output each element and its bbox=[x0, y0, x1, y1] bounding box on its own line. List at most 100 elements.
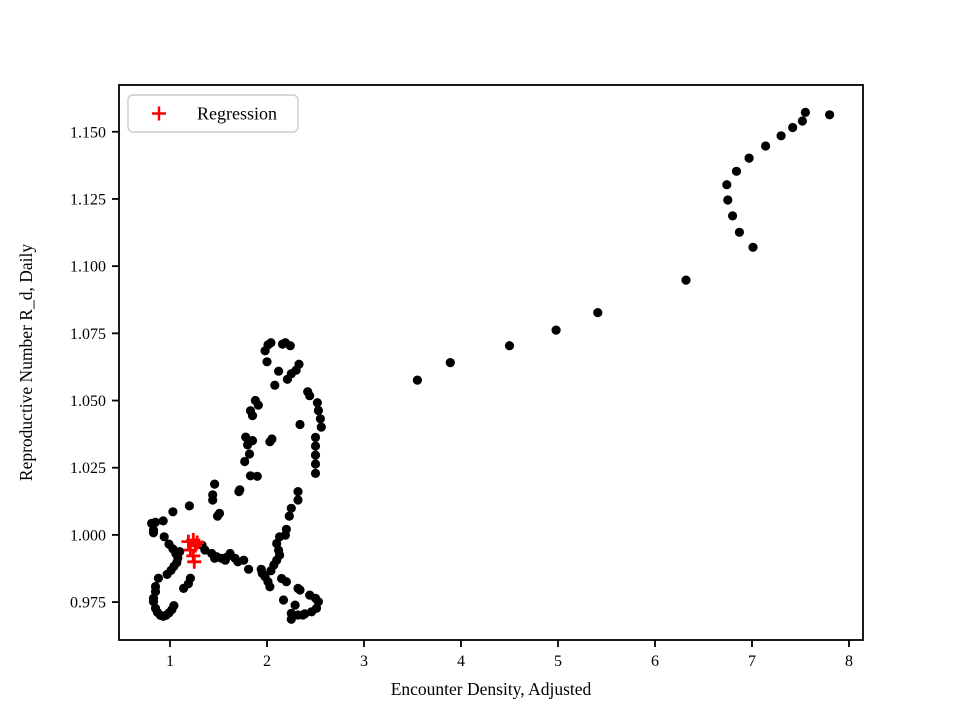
data-point bbox=[551, 325, 561, 335]
data-point bbox=[245, 471, 256, 481]
data-point bbox=[290, 600, 300, 610]
data-point bbox=[239, 555, 249, 565]
data-point bbox=[148, 528, 159, 538]
legend-label: Regression bbox=[197, 104, 277, 124]
y-tick-label: 0.975 bbox=[70, 595, 106, 612]
data-point bbox=[316, 422, 326, 432]
data-point bbox=[253, 400, 263, 410]
data-point bbox=[240, 456, 250, 467]
data-point bbox=[312, 398, 322, 408]
data-point bbox=[265, 437, 275, 447]
data-point bbox=[788, 122, 798, 133]
data-point bbox=[285, 341, 295, 351]
data-point bbox=[305, 391, 315, 401]
data-point bbox=[722, 180, 732, 190]
data-point bbox=[797, 116, 808, 126]
data-point bbox=[313, 405, 323, 416]
x-tick-label: 8 bbox=[845, 653, 853, 670]
data-point bbox=[208, 495, 218, 505]
data-point bbox=[282, 374, 292, 384]
data-point bbox=[825, 110, 835, 120]
data-point bbox=[252, 471, 262, 481]
data-point bbox=[728, 211, 738, 221]
data-point bbox=[445, 358, 455, 368]
x-axis-ticks: 1 2 3 4 5 6 7 8 bbox=[166, 640, 853, 670]
x-tick-label: 3 bbox=[360, 653, 368, 670]
data-point bbox=[295, 585, 305, 595]
legend-box bbox=[127, 94, 299, 133]
data-point bbox=[266, 566, 276, 576]
data-point bbox=[158, 516, 168, 526]
data-point bbox=[310, 450, 321, 460]
data-point bbox=[179, 583, 189, 594]
x-tick-label: 2 bbox=[263, 653, 271, 670]
data-point bbox=[244, 449, 255, 459]
y-tick-label: 1.125 bbox=[70, 191, 106, 208]
data-point bbox=[315, 414, 325, 424]
data-point bbox=[286, 503, 296, 513]
data-point bbox=[800, 107, 811, 117]
data-point bbox=[244, 564, 254, 574]
regression-point bbox=[190, 535, 205, 550]
plot-border bbox=[118, 84, 864, 641]
y-axis-label: Reproductive Number R_d, Daily bbox=[16, 244, 36, 481]
data-point bbox=[744, 153, 754, 163]
data-point bbox=[184, 501, 194, 511]
regression-points bbox=[181, 533, 205, 569]
x-axis-label: Encounter Density, Adjusted bbox=[391, 679, 592, 699]
data-point bbox=[278, 595, 289, 605]
data-point bbox=[298, 610, 308, 620]
data-point bbox=[265, 582, 275, 592]
data-point bbox=[295, 419, 305, 430]
data-point bbox=[274, 366, 284, 376]
data-point bbox=[734, 227, 745, 237]
data-point bbox=[241, 432, 251, 442]
data-point bbox=[168, 507, 178, 517]
trajectory-points bbox=[147, 107, 835, 624]
data-point bbox=[748, 242, 758, 252]
data-point bbox=[281, 577, 291, 587]
x-tick-label: 1 bbox=[166, 653, 174, 670]
data-point bbox=[681, 275, 691, 285]
x-tick-label: 7 bbox=[748, 653, 756, 670]
data-point bbox=[286, 614, 296, 624]
legend: Regression bbox=[127, 94, 299, 133]
data-point bbox=[169, 601, 179, 611]
y-axis-ticks: 0.975 1.000 1.025 1.050 1.075 1.100 1.125 1.150 bbox=[70, 124, 119, 612]
data-point bbox=[153, 573, 163, 583]
data-point bbox=[776, 131, 786, 141]
data-point bbox=[162, 569, 172, 580]
data-point bbox=[214, 508, 225, 518]
data-point bbox=[262, 357, 272, 367]
y-tick-label: 1.100 bbox=[70, 259, 106, 276]
data-point bbox=[310, 432, 321, 442]
data-point bbox=[243, 440, 253, 450]
y-tick-label: 1.150 bbox=[70, 124, 106, 141]
data-point bbox=[210, 479, 220, 489]
data-point bbox=[761, 141, 771, 151]
data-point bbox=[504, 341, 515, 351]
data-point bbox=[293, 495, 303, 505]
data-point bbox=[593, 308, 603, 318]
regression-point bbox=[187, 554, 202, 569]
data-point bbox=[291, 365, 301, 375]
data-point bbox=[310, 468, 321, 478]
regression-plus-icon bbox=[152, 106, 166, 121]
data-point bbox=[310, 441, 321, 451]
data-point bbox=[293, 487, 303, 497]
data-point bbox=[284, 511, 294, 521]
data-point bbox=[266, 338, 276, 348]
data-point bbox=[175, 547, 185, 557]
data-point bbox=[235, 485, 245, 495]
data-point bbox=[159, 532, 169, 542]
data-point bbox=[147, 518, 157, 529]
y-tick-label: 1.000 bbox=[70, 527, 106, 544]
data-point bbox=[260, 346, 270, 356]
data-point bbox=[270, 380, 280, 390]
data-point bbox=[247, 411, 258, 421]
y-tick-label: 1.050 bbox=[70, 393, 106, 410]
data-point bbox=[412, 375, 422, 385]
data-point bbox=[310, 459, 321, 469]
y-tick-label: 1.025 bbox=[70, 460, 106, 477]
